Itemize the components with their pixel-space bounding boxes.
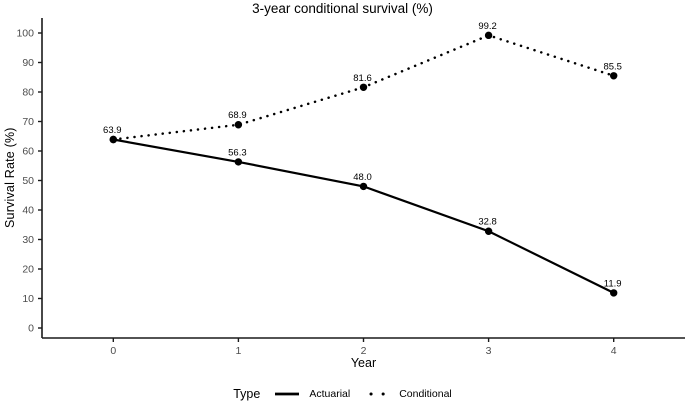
data-point: [359, 83, 368, 91]
data-point: [609, 72, 618, 80]
data-point: [234, 121, 243, 129]
y-axis-title: Survival Rate (%): [3, 127, 17, 229]
x-axis-title: Year: [350, 356, 377, 370]
data-point-label: 11.9: [604, 278, 622, 289]
data-point: [484, 31, 493, 40]
data-point-label: 68.9: [228, 110, 247, 121]
y-tick-label: 90: [22, 57, 34, 69]
data-point-label: 85.5: [603, 61, 622, 72]
y-tick-label: 50: [22, 175, 34, 187]
x-tick-label: 2: [361, 345, 367, 357]
y-tick-label: 0: [28, 323, 34, 335]
data-point-label: 32.8: [478, 217, 497, 228]
data-point: [359, 182, 368, 191]
data-point: [109, 135, 118, 144]
x-tick-label: 1: [235, 345, 241, 357]
x-tick-label: 3: [486, 345, 492, 357]
x-tick-label: 4: [611, 345, 617, 357]
data-point-label: 63.9: [103, 125, 122, 136]
y-tick-label: 10: [22, 293, 34, 305]
data-point-label: 48.0: [353, 172, 372, 183]
data-point: [609, 289, 618, 297]
y-tick-label: 30: [22, 234, 34, 246]
legend: Type Actuarial Conditional: [0, 387, 685, 401]
chart-title: 3-year conditional survival (%): [252, 1, 433, 16]
solid-line-swatch-icon: [275, 392, 300, 396]
y-tick-label: 60: [22, 146, 34, 158]
data-point-label: 99.2: [478, 21, 497, 32]
data-point-label: 56.3: [228, 147, 247, 158]
y-tick-label: 40: [22, 205, 34, 217]
legend-item-conditional: Conditional: [362, 388, 452, 400]
y-tick-label: 20: [22, 264, 34, 276]
y-tick-label: 70: [22, 116, 34, 128]
data-point-label: 81.6: [353, 73, 372, 84]
legend-label-conditional: Conditional: [399, 388, 452, 400]
legend-title: Type: [233, 387, 261, 401]
legend-item-actuarial: Actuarial: [272, 388, 350, 400]
dotted-line-swatch-icon: [369, 392, 389, 396]
y-tick-label: 100: [16, 28, 34, 40]
series-line-actuarial: [113, 138, 615, 294]
y-tick-label: 80: [22, 87, 34, 99]
x-tick-label: 0: [110, 345, 116, 357]
legend-label-actuarial: Actuarial: [309, 388, 351, 400]
plot-svg: 0 10 20 30 40 50 60 70 80 90 100 0 1 2 3 4 63.9 56.3 48.0 3…: [16, 18, 685, 357]
data-point: [484, 227, 493, 235]
data-point: [234, 158, 243, 166]
